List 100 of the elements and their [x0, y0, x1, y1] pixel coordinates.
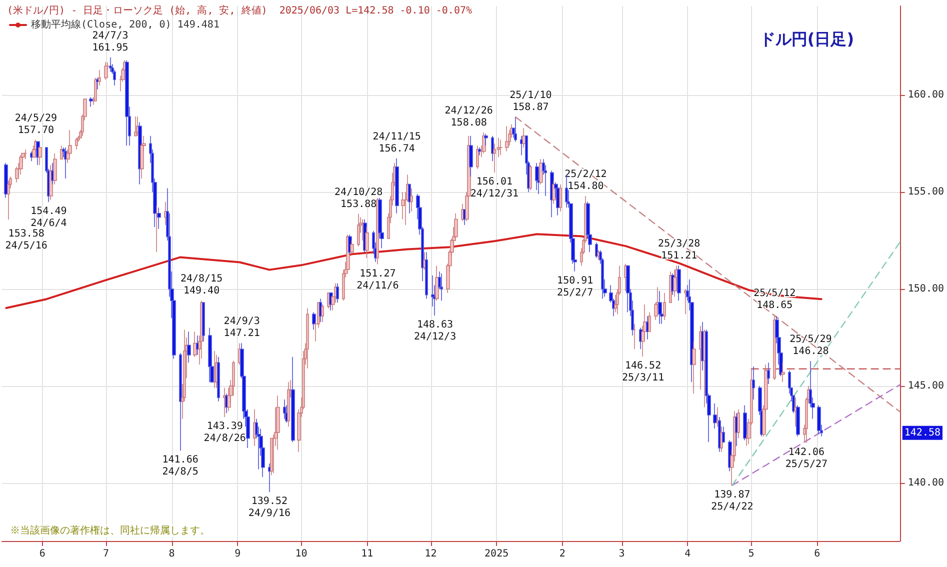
candlestick	[499, 139, 503, 156]
x-tick-label: 11	[361, 548, 374, 560]
candlestick	[94, 77, 97, 102]
candlestick	[134, 116, 137, 136]
candlestick	[767, 362, 770, 384]
annotation: 148.63 24/12/3	[414, 320, 456, 343]
annotation: 139.87 25/4/22	[711, 489, 754, 512]
annotation: 24/12/26 158.08	[444, 105, 493, 128]
candlestick	[24, 149, 27, 160]
candlestick	[350, 240, 354, 255]
annotation: 141.66 24/8/5	[162, 454, 198, 478]
candlestick	[752, 366, 755, 400]
candlestick	[253, 408, 256, 446]
annotation: 24/8/15 149.40	[180, 274, 223, 297]
candlestick	[202, 302, 205, 342]
candlestick	[164, 201, 167, 226]
candlestick	[718, 416, 721, 452]
candlestick	[179, 352, 182, 452]
x-tick-label: 3	[618, 548, 625, 560]
y-tick-label: 150.00	[908, 284, 944, 295]
candlestick	[306, 308, 309, 369]
x-tick-label: 12	[424, 548, 437, 560]
candlestick	[321, 304, 324, 322]
candlestick	[96, 77, 99, 90]
candlestick	[410, 188, 413, 212]
annotation: 25/5/29 146.28	[790, 334, 832, 358]
x-tick-label: 6	[39, 548, 46, 560]
candlestick	[684, 288, 687, 315]
candlestick	[539, 158, 543, 185]
y-tick-label: 140.00	[908, 477, 944, 488]
candlestick	[268, 463, 271, 493]
candlestick	[699, 325, 702, 390]
candlestick	[646, 316, 649, 340]
candlestick	[125, 60, 129, 146]
candlestick	[626, 265, 630, 313]
candlestick	[98, 70, 101, 86]
candlestick	[30, 150, 33, 162]
candlestick	[735, 412, 738, 446]
candlestick	[663, 292, 666, 320]
candlestick	[291, 356, 295, 443]
candlestick	[287, 382, 290, 428]
annotation: ※当該画像の著作権は、同社に帰属します。	[10, 524, 210, 536]
annotation: 150.91 25/2/7	[557, 275, 594, 298]
x-tick-label: 7	[102, 548, 110, 560]
candlestick	[217, 356, 220, 402]
annotation: 142.06 25/5/27	[785, 446, 828, 470]
annotation: 25/1/10 158.87	[510, 90, 552, 114]
candlestick	[423, 252, 426, 270]
annotation: 24/9/3 147.21	[224, 316, 260, 340]
annotation: 24/11/15 156.74	[372, 131, 421, 154]
candlestick	[781, 362, 785, 382]
candlestick	[514, 116, 517, 142]
candlestick	[722, 426, 725, 443]
candlestick	[365, 226, 369, 258]
candlestick	[193, 331, 197, 358]
candlestick	[737, 408, 740, 439]
candlestick	[208, 327, 212, 382]
candlestick	[276, 395, 280, 450]
candlestick	[109, 56, 112, 72]
candlestick	[703, 329, 706, 408]
annotation: 24/7/3 161.95	[92, 30, 128, 54]
candlestick	[484, 134, 488, 146]
x-tick-label: 6	[814, 548, 820, 560]
candlestick	[476, 145, 479, 170]
candlestick	[187, 331, 191, 364]
candlestick	[64, 147, 67, 179]
candlestick	[89, 96, 93, 108]
candlestick	[376, 198, 379, 265]
candlestick	[743, 404, 747, 441]
annotation: 24/5/29 157.70	[14, 112, 58, 136]
candlestick	[677, 265, 681, 302]
candlestick	[529, 164, 532, 191]
candlestick	[38, 147, 42, 166]
candlestick	[75, 137, 78, 150]
annotation: 156.01 24/12/31	[470, 176, 519, 200]
x-tick-label: 8	[168, 548, 175, 560]
y-tick-label: 155.00	[908, 186, 944, 198]
candlestick	[817, 404, 821, 435]
candlestick	[658, 290, 662, 324]
annotation: 142.58	[904, 427, 940, 438]
candlestick	[408, 184, 411, 214]
candlestick	[713, 402, 717, 429]
candlestick	[425, 252, 428, 300]
y-tick-label: 145.00	[908, 380, 944, 392]
candlestick	[155, 205, 159, 253]
annotation: 154.49 24/6/4	[30, 206, 67, 229]
candlestick	[395, 158, 399, 214]
text: ドル円(日足)	[759, 30, 854, 48]
x-tick-label: 2025	[484, 548, 509, 560]
candlestick	[312, 312, 316, 330]
candlestick	[319, 298, 322, 322]
candlestick	[213, 350, 216, 388]
candlestick	[357, 213, 360, 247]
annotation: 24/10/28 153.88	[334, 186, 383, 210]
candlestick	[522, 128, 526, 148]
annotation: 25/3/28 151.21	[658, 238, 700, 262]
candlestick	[361, 218, 365, 241]
y-tick-label: 160.00	[908, 90, 944, 101]
chart-subtitle: (米ドル/円) - 日足・ローソク足 (始, 高, 安, 終値) 2025/06/03 L=142.58 -0.10 -0.07%	[7, 4, 472, 16]
candlestick	[595, 242, 598, 258]
